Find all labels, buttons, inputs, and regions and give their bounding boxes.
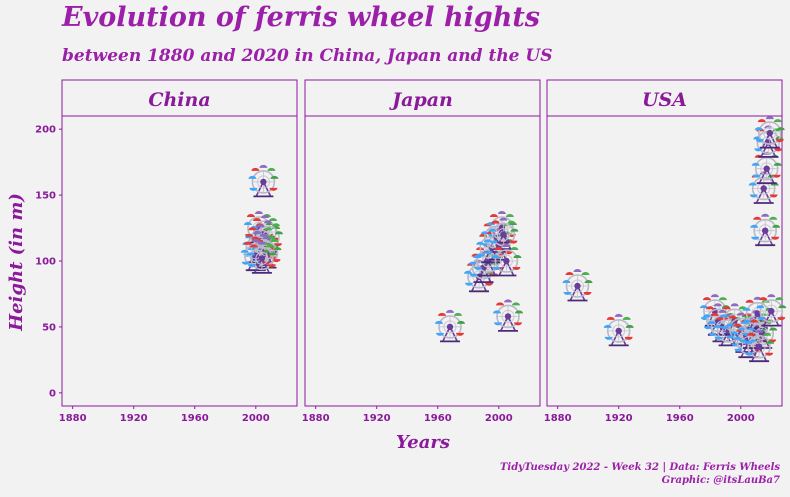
x-tick-label: 1920 bbox=[605, 413, 633, 424]
facet-china: China 1880 1920 1960 2000 0 50 100 150 200 bbox=[35, 79, 298, 424]
facet-usa: USA 1880 1920 1960 2000 bbox=[544, 79, 788, 424]
x-tick-label: 1960 bbox=[181, 413, 209, 424]
data-point-ferris-wheel-icon bbox=[247, 163, 280, 198]
x-tick-label: 2000 bbox=[727, 413, 755, 424]
y-axis-label: Height (in m) bbox=[6, 193, 27, 332]
y-tick-label: 200 bbox=[35, 125, 56, 136]
facet-strip bbox=[304, 79, 541, 117]
caption: TidyTuesday 2022 - Week 32 | Data: Ferri… bbox=[500, 461, 780, 487]
facet-strip bbox=[61, 79, 298, 117]
x-axis-label: Years bbox=[396, 432, 450, 453]
data-point-ferris-wheel-icon bbox=[434, 308, 466, 343]
chart-subtitle: between 1880 and 2020 in China, Japan an… bbox=[62, 46, 553, 66]
x-tick-label: 1920 bbox=[363, 413, 391, 424]
facet-strip-label: USA bbox=[642, 89, 687, 111]
data-point-ferris-wheel-icon bbox=[602, 312, 635, 347]
x-tick-label: 1960 bbox=[424, 413, 452, 424]
y-tick-label: 100 bbox=[35, 257, 56, 268]
y-tick-label: 50 bbox=[42, 322, 56, 333]
x-tick-label: 2000 bbox=[242, 413, 270, 424]
data-point-ferris-wheel-icon bbox=[749, 212, 782, 247]
x-tick-label: 2000 bbox=[485, 413, 513, 424]
y-tick-label: 150 bbox=[35, 191, 56, 202]
x-tick-label: 1880 bbox=[302, 413, 330, 424]
data-point-ferris-wheel-icon bbox=[492, 298, 524, 332]
facet-strip-label: Japan bbox=[389, 89, 453, 111]
caption-line1: TidyTuesday 2022 - Week 32 | Data: Ferri… bbox=[499, 462, 780, 473]
x-tick-label: 1880 bbox=[544, 413, 572, 424]
data-point-ferris-wheel-icon bbox=[753, 115, 786, 149]
facet-japan: Japan 1880 1920 1960 2000 bbox=[302, 79, 541, 424]
chart-title: Evolution of ferris wheel hights bbox=[62, 2, 541, 33]
facet-panel bbox=[546, 115, 783, 407]
facet-strip-label: China bbox=[148, 89, 210, 111]
caption-line2: Graphic: @itsLauBa7 bbox=[661, 475, 780, 486]
data-point-ferris-wheel-icon bbox=[561, 268, 594, 302]
x-tick-label: 1880 bbox=[59, 413, 87, 424]
y-tick-label: 0 bbox=[49, 388, 56, 399]
x-tick-label: 1960 bbox=[666, 413, 694, 424]
x-tick-label: 1920 bbox=[120, 413, 148, 424]
facet-panel bbox=[304, 115, 541, 407]
facet-strip bbox=[546, 79, 783, 117]
